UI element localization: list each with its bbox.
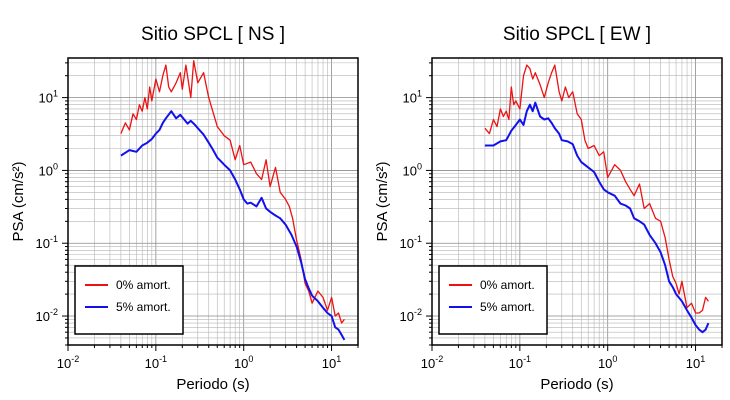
y-tick-base: 10 xyxy=(400,309,414,324)
x-tick-base: 10 xyxy=(234,356,248,371)
legend-label: 5% amort. xyxy=(116,300,171,314)
legend-label: 0% amort. xyxy=(116,278,171,292)
y-tick-base: 10 xyxy=(39,163,53,178)
y-tick-label: 100 xyxy=(403,161,422,178)
x-tick-exp: 0 xyxy=(612,354,617,364)
y-tick-exp: -2 xyxy=(50,307,58,317)
y-tick-label: 101 xyxy=(403,89,422,106)
x-tick-label: 100 xyxy=(234,354,253,371)
x-tick-base: 10 xyxy=(421,356,435,371)
y-tick-exp: 1 xyxy=(53,89,58,99)
y-tick-label: 100 xyxy=(39,161,58,178)
x-tick-base: 10 xyxy=(322,356,336,371)
x-tick-label: 10-1 xyxy=(509,354,531,371)
y-axis-label: PSA (cm/s²) xyxy=(10,161,27,241)
legend-box xyxy=(438,265,548,335)
x-tick-exp: -2 xyxy=(435,354,443,364)
x-tick-exp: 1 xyxy=(700,354,705,364)
legend-label: 5% amort. xyxy=(480,300,535,314)
x-tick-exp: 0 xyxy=(248,354,253,364)
y-tick-label: 10-2 xyxy=(36,307,58,324)
y-tick-base: 10 xyxy=(39,91,53,106)
series-line-5-percent xyxy=(120,110,346,341)
x-tick-label: 100 xyxy=(598,354,617,371)
y-tick-base: 10 xyxy=(400,236,414,251)
x-tick-label: 10-1 xyxy=(145,354,167,371)
y-tick-exp: -1 xyxy=(414,234,422,244)
x-tick-base: 10 xyxy=(57,356,71,371)
x-tick-base: 10 xyxy=(145,356,159,371)
chart-title: Sitio SPCL [ NS ] xyxy=(141,24,285,45)
x-tick-label: 101 xyxy=(686,354,705,371)
y-tick-exp: 0 xyxy=(417,161,422,171)
x-tick-exp: -1 xyxy=(523,354,531,364)
plot-frame xyxy=(431,57,723,346)
series-line-0-percent xyxy=(120,60,345,324)
legend: 0% amort. 5% amort. xyxy=(74,265,184,335)
series-line-5-percent xyxy=(484,101,710,334)
legend: 0% amort. 5% amort. xyxy=(438,265,548,335)
y-tick-label: 101 xyxy=(39,89,58,106)
y-axis-label: PSA (cm/s²) xyxy=(374,161,391,241)
y-tick-exp: 1 xyxy=(417,89,422,99)
y-tick-exp: -1 xyxy=(50,234,58,244)
y-tick-base: 10 xyxy=(36,236,50,251)
y-tick-exp: -2 xyxy=(414,307,422,317)
y-tick-label: 10-1 xyxy=(400,234,422,251)
y-tick-label: 10-1 xyxy=(36,234,58,251)
x-tick-label: 10-2 xyxy=(57,354,79,371)
x-axis-label: Periodo (s) xyxy=(176,376,249,393)
x-tick-exp: 1 xyxy=(336,354,341,364)
x-axis-label: Periodo (s) xyxy=(540,376,613,393)
y-tick-base: 10 xyxy=(403,91,417,106)
legend-label: 0% amort. xyxy=(480,278,535,292)
x-tick-base: 10 xyxy=(509,356,523,371)
legend-box xyxy=(74,265,184,335)
y-tick-base: 10 xyxy=(36,309,50,324)
x-tick-base: 10 xyxy=(598,356,612,371)
y-tick-base: 10 xyxy=(403,163,417,178)
series-line-0-percent xyxy=(484,64,709,314)
y-tick-exp: 0 xyxy=(53,161,58,171)
x-tick-label: 10-2 xyxy=(421,354,443,371)
chart-title: Sitio SPCL [ EW ] xyxy=(503,24,651,45)
plot-frame xyxy=(67,57,359,346)
grid xyxy=(68,58,358,345)
y-tick-label: 10-2 xyxy=(400,307,422,324)
x-tick-exp: -2 xyxy=(71,354,79,364)
x-tick-exp: -1 xyxy=(159,354,167,364)
x-tick-base: 10 xyxy=(686,356,700,371)
x-tick-label: 101 xyxy=(322,354,341,371)
